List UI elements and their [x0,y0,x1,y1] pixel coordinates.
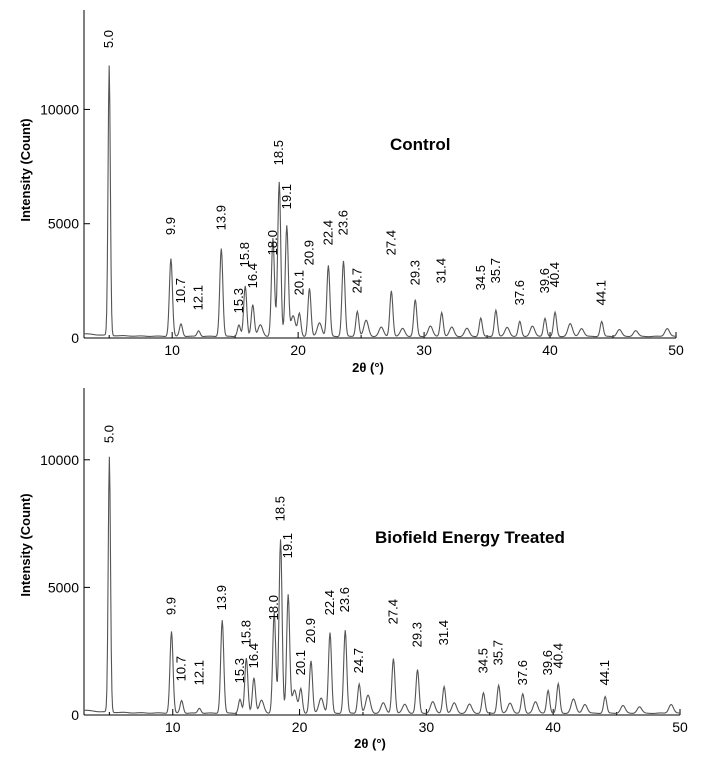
peak-label: 13.9 [214,585,229,610]
peak-label: 15.3 [231,288,246,313]
y-tick-label: 10000 [40,452,79,468]
diffraction-pattern-line [83,65,677,338]
peak-label: 15.8 [238,620,253,645]
peak-label: 31.4 [434,258,449,283]
peak-label: 35.7 [491,640,506,665]
peak-label: 22.4 [320,220,335,245]
peak-label: 37.6 [515,660,530,685]
y-axis-title: Intensity (Count) [18,118,33,221]
x-tick-label: 50 [668,342,684,358]
peak-label: 15.8 [237,242,252,267]
peak-label: 12.1 [191,660,206,685]
peak-label: 39.6 [537,268,552,293]
peak-label: 27.4 [383,230,398,255]
peak-label: 31.4 [436,620,451,645]
peak-label: 20.9 [301,240,316,265]
peak-label: 18.0 [266,595,281,620]
panel-title: Control [390,135,450,154]
peak-label: 40.4 [550,643,565,668]
peak-label: 18.5 [271,140,286,165]
peak-label: 15.3 [232,658,247,683]
peak-label: 5.0 [101,425,116,443]
y-tick-label: 5000 [48,216,79,232]
peak-label: 29.3 [407,260,422,285]
x-tick-label: 10 [164,342,180,358]
x-tick-label: 20 [290,342,306,358]
peak-label: 16.4 [246,643,261,668]
peak-label: 9.9 [163,217,178,235]
x-tick-label: 30 [419,719,435,735]
control-panel: 10 20 30 40 50 0 5000 10000 2θ (°) Intensity (Cou… [18,10,684,375]
peak-label: 19.1 [280,533,295,558]
x-tick-label: 30 [416,342,432,358]
peak-label: 5.0 [101,30,116,48]
peak-label: 34.5 [475,648,490,673]
peak-label: 40.4 [547,262,562,287]
peak-label: 19.1 [279,184,294,209]
peak-label: 24.7 [349,268,364,293]
peak-label: 24.7 [351,648,366,673]
peak-label: 10.7 [173,278,188,303]
peak-label: 10.7 [174,656,189,681]
peak-label: 9.9 [163,597,178,615]
peak-label: 35.7 [488,258,503,283]
peak-label: 12.1 [191,285,206,310]
y-tick-label: 0 [71,330,79,346]
peak-label: 22.4 [322,590,337,615]
x-tick-label: 40 [545,719,561,735]
peak-label: 37.6 [512,280,527,305]
y-tick-label: 5000 [48,579,79,595]
peak-label: 20.9 [303,618,318,643]
panel-title: Biofield Energy Treated [375,528,565,547]
peak-label: 44.1 [597,660,612,685]
peak-label: 20.1 [291,270,306,295]
peak-label: 34.5 [473,265,488,290]
peak-label: 29.3 [410,622,425,647]
x-axis-title: 2θ (°) [352,360,384,375]
x-tick-label: 10 [165,719,181,735]
peak-label: 23.6 [335,210,350,235]
x-tick-label: 20 [292,719,308,735]
diffraction-pattern-line [83,456,681,715]
peak-label: 16.4 [245,263,260,288]
y-tick-label: 0 [71,707,79,723]
peak-label: 27.4 [385,599,400,624]
peak-label: 18.5 [273,496,288,521]
x-tick-label: 40 [542,342,558,358]
y-tick-label: 10000 [40,101,79,117]
x-axis-title: 2θ (°) [354,736,386,751]
peak-label: 20.1 [293,650,308,675]
peak-label: 44.1 [594,280,609,305]
peak-label: 18.0 [265,230,280,255]
peak-label: 23.6 [337,587,352,612]
y-axis-title: Intensity (Count) [18,493,33,596]
treated-panel: 10 20 30 40 50 0 5000 10000 2θ (°) Intensity (Cou… [18,388,688,751]
peak-label: 39.6 [540,650,555,675]
x-tick-label: 50 [672,719,688,735]
peak-label: 13.9 [213,205,228,230]
